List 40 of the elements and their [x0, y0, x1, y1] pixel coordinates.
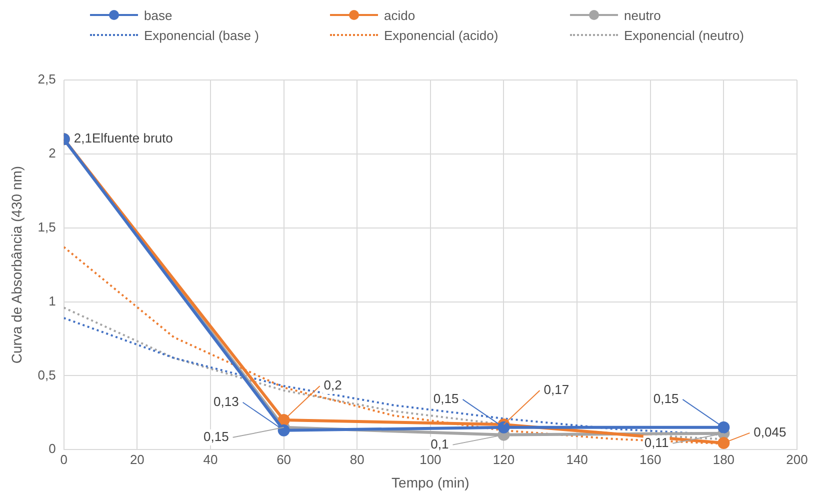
x-axis-title: Tempo (min): [392, 474, 470, 490]
x-tick-label: 40: [203, 452, 218, 467]
x-tick-label: 200: [786, 452, 808, 467]
x-tick-label: 140: [566, 452, 588, 467]
point: [278, 424, 290, 436]
legend-label: acido: [384, 8, 416, 22]
data-label: 0,2: [324, 378, 342, 393]
x-tick-label: 0: [60, 452, 68, 467]
legend-label: Exponencial (acido): [384, 28, 498, 42]
x-tick-label: 180: [712, 452, 735, 467]
legend-label: base: [144, 8, 172, 22]
y-tick-label: 2: [48, 146, 56, 160]
y-tick-label: 1: [48, 293, 56, 308]
y-tick-label: 1,5: [38, 219, 56, 234]
y-tick-label: 0: [48, 441, 56, 456]
data-label: 0,17: [544, 382, 570, 398]
data-label: 0,045: [754, 424, 786, 440]
legend-label: Exponencial (neutro): [624, 28, 744, 42]
y-axis-title: Curva de Absorbância (430 nm): [8, 166, 24, 364]
point: [718, 421, 730, 434]
data-label: 0,15: [204, 429, 229, 444]
x-tick-label: 60: [276, 452, 292, 467]
x-tick-label: 100: [420, 452, 442, 467]
data-label: 2,1: [74, 130, 92, 146]
x-tick-label: 120: [492, 452, 515, 467]
x-tick-label: 160: [640, 452, 662, 467]
legend-label: neutro: [624, 8, 661, 22]
data-label: 0,13: [214, 394, 239, 409]
annotation: Elfuente bruto: [92, 130, 173, 146]
legend-label: Exponencial (base ): [144, 28, 259, 42]
data-label: 0,15: [433, 391, 459, 406]
y-tick-label: 2,5: [38, 72, 56, 87]
y-tick-label: 0,5: [38, 367, 56, 382]
x-tick-label: 80: [350, 452, 364, 467]
data-label: 0,11: [644, 434, 669, 450]
data-label: 0,15: [653, 391, 679, 406]
point: [718, 436, 730, 449]
x-tick-label: 20: [130, 452, 144, 467]
point: [498, 421, 510, 434]
data-label: 0,1: [430, 436, 449, 452]
